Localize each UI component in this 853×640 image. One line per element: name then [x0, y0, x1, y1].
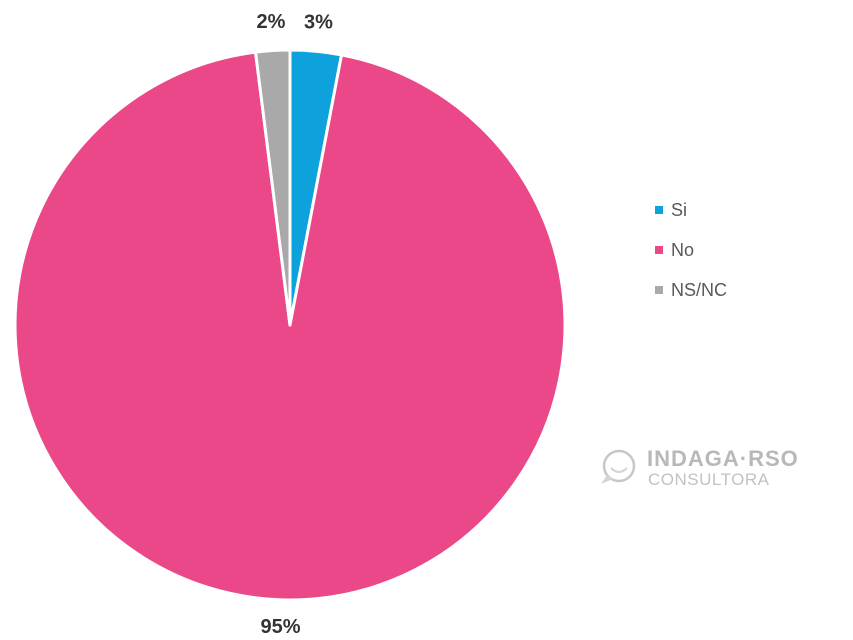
legend-label: Si — [671, 199, 688, 220]
logo-name: INDAGA·RSO — [647, 446, 799, 471]
company-logo: INDAGA·RSO CONSULTORA — [597, 444, 847, 504]
pie-slice-ns-nc — [254, 48, 292, 327]
chart-legend: Si No NS/NC — [655, 200, 727, 320]
legend-swatch — [655, 206, 663, 214]
data-label-no: 95% — [260, 616, 300, 638]
legend-item-ns-nc: NS/NC — [655, 280, 727, 300]
pie-slices — [13, 48, 567, 602]
legend-item-si: Si — [655, 200, 727, 220]
data-label-si: 3% — [304, 12, 333, 34]
legend-label: No — [671, 239, 695, 260]
data-label-ns-nc: 2% — [257, 11, 286, 33]
legend-swatch — [655, 286, 663, 294]
legend-label: NS/NC — [671, 279, 728, 300]
legend-item-no: No — [655, 240, 727, 260]
chat-bubble-icon — [601, 449, 636, 484]
logo-subtitle: CONSULTORA — [648, 470, 770, 489]
legend-swatch — [655, 246, 663, 254]
pie-data-labels: 3% 95% 2% — [257, 11, 334, 638]
